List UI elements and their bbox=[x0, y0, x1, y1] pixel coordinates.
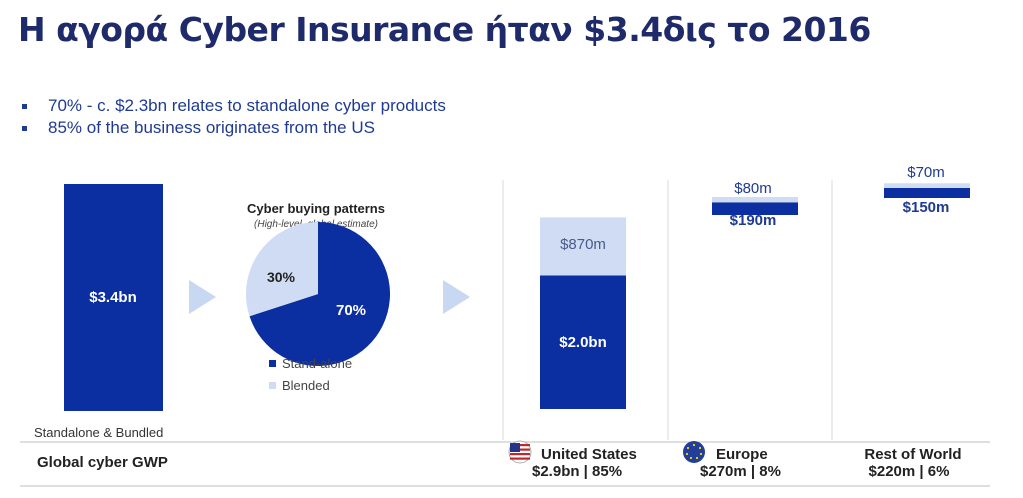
bar-europe-stand-alone bbox=[712, 202, 798, 215]
pie-title: Cyber buying patterns bbox=[247, 201, 385, 216]
region-name-europe: Europe bbox=[716, 446, 768, 463]
pie-label-stand-alone: 70% bbox=[336, 302, 366, 319]
pie-label-blended: 30% bbox=[267, 269, 296, 285]
data-label-us-stand-alone: $2.0bn bbox=[559, 334, 607, 351]
bullet-item: 70% - c. $2.3bn relates to standalone cy… bbox=[18, 95, 446, 117]
region-name-row: Rest of World bbox=[864, 446, 961, 463]
data-label-global: $3.4bn bbox=[89, 289, 137, 306]
bar-row-blended bbox=[884, 183, 970, 188]
legend-label-stand-alone: Stand-alone bbox=[282, 356, 352, 371]
legend-label-blended: Blended bbox=[282, 378, 330, 393]
region-total-us: $2.9bn | 85% bbox=[532, 463, 622, 480]
bullet-list: 70% - c. $2.3bn relates to standalone cy… bbox=[18, 95, 446, 139]
arrow-icon bbox=[443, 280, 470, 314]
legend-swatch-stand-alone bbox=[269, 360, 276, 367]
region-name-us: United States bbox=[541, 446, 637, 463]
bar-global bbox=[64, 184, 163, 411]
footer-title: Global cyber GWP bbox=[37, 454, 168, 471]
data-label-us-blended: $870m bbox=[560, 236, 606, 253]
bar-row-stand-alone bbox=[884, 187, 970, 198]
data-label-europe-blended: $80m bbox=[734, 180, 772, 197]
region-total-row: $220m | 6% bbox=[869, 463, 950, 480]
pie-slice-blended bbox=[245, 222, 318, 317]
region-total-europe: $270m | 8% bbox=[700, 463, 781, 480]
bar-us-blended bbox=[540, 217, 626, 276]
data-label-row-blended: $70m bbox=[907, 164, 945, 181]
category-label-global: Standalone & Bundled bbox=[34, 425, 163, 440]
page-title: Η αγορά Cyber Insurance ήταν $3.4δις το … bbox=[18, 10, 871, 49]
arrow-icon bbox=[189, 280, 216, 314]
pie-slice-stand-alone bbox=[249, 222, 390, 366]
us-flag-icon bbox=[508, 440, 532, 464]
bar-europe-blended bbox=[712, 196, 798, 203]
eu-flag-icon bbox=[683, 441, 705, 463]
data-label-row-stand-alone: $150m bbox=[903, 199, 950, 216]
bullet-item: 85% of the business originates from the … bbox=[18, 117, 446, 139]
bar-us-stand-alone bbox=[540, 275, 626, 409]
data-label-europe-stand-alone: $190m bbox=[730, 212, 777, 229]
legend-swatch-blended bbox=[269, 382, 276, 389]
